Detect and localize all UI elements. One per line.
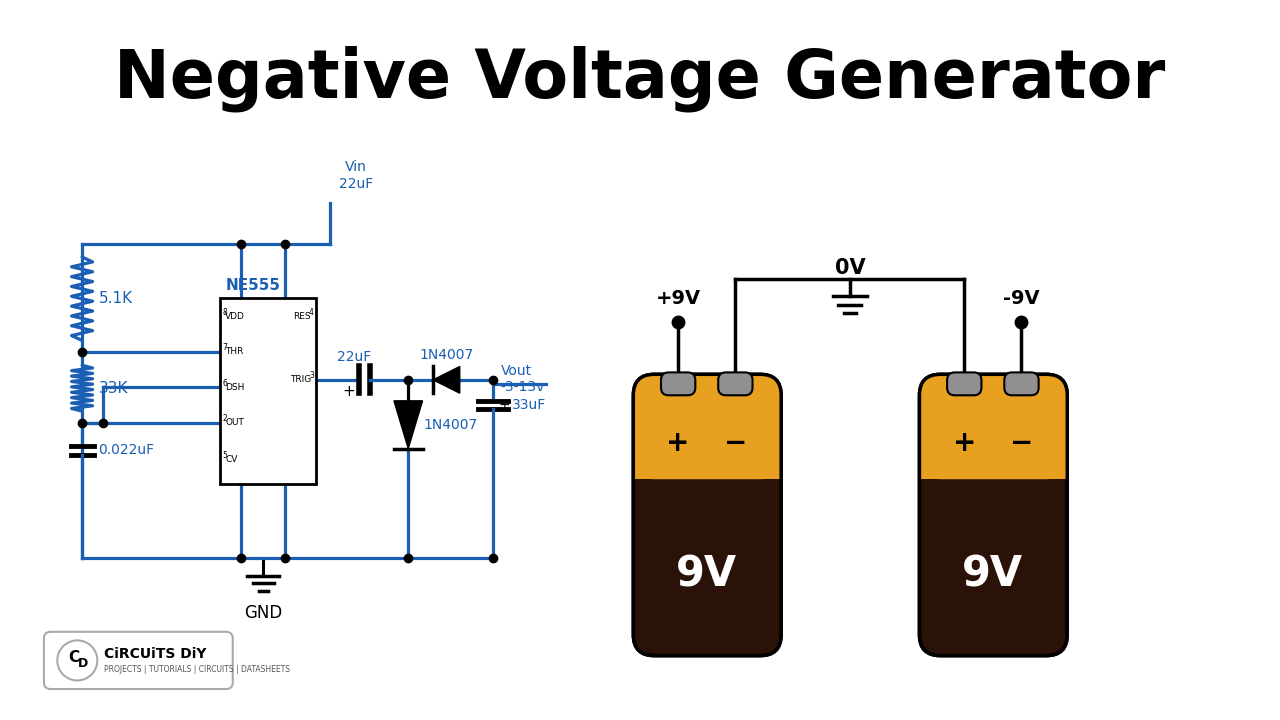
Text: −: − (1010, 429, 1033, 457)
FancyBboxPatch shape (634, 374, 781, 656)
Text: 1N4007: 1N4007 (420, 348, 474, 362)
FancyBboxPatch shape (1005, 372, 1038, 395)
Bar (919, 427, 1068, 480)
Text: -9V: -9V (1004, 289, 1039, 307)
Text: 3: 3 (308, 372, 314, 380)
Text: TRIG: TRIG (289, 375, 311, 384)
Text: 9V: 9V (963, 554, 1024, 595)
Text: 22uF: 22uF (339, 177, 372, 192)
Circle shape (58, 640, 97, 680)
Text: 9V: 9V (676, 554, 737, 595)
Text: 4: 4 (308, 308, 314, 317)
FancyBboxPatch shape (660, 372, 695, 395)
FancyBboxPatch shape (947, 372, 982, 395)
Text: 7: 7 (223, 343, 227, 352)
Text: +: + (343, 384, 356, 399)
Bar (220, 298, 316, 484)
Text: 0V: 0V (835, 258, 865, 278)
Text: RES: RES (293, 312, 311, 321)
Text: D: D (78, 657, 88, 670)
Text: 5: 5 (223, 451, 227, 460)
Text: PROJECTS | TUTORIALS | CIRCUITS | DATASHEETS: PROJECTS | TUTORIALS | CIRCUITS | DATASH… (104, 665, 291, 673)
Text: -3-13v: -3-13v (500, 380, 545, 395)
Text: Negative Voltage Generator: Negative Voltage Generator (114, 45, 1166, 112)
Text: 8: 8 (223, 308, 227, 317)
FancyBboxPatch shape (44, 632, 233, 689)
Text: Vin: Vin (344, 160, 367, 174)
Text: DSH: DSH (225, 383, 244, 392)
Text: 33K: 33K (100, 381, 129, 396)
FancyBboxPatch shape (634, 374, 781, 480)
Text: 2: 2 (223, 414, 227, 423)
Text: Vout: Vout (500, 364, 532, 378)
Text: −: − (723, 429, 748, 457)
Text: CV: CV (225, 455, 238, 464)
Text: C: C (68, 650, 79, 665)
Text: NE555: NE555 (225, 279, 280, 293)
FancyBboxPatch shape (919, 374, 1068, 656)
FancyBboxPatch shape (919, 374, 1068, 480)
Text: OUT: OUT (225, 418, 244, 427)
Text: 6: 6 (223, 379, 227, 387)
Text: 0.022uF: 0.022uF (99, 444, 155, 457)
Text: GND: GND (244, 604, 283, 622)
Polygon shape (394, 401, 422, 449)
Text: 1N4007: 1N4007 (424, 418, 477, 432)
Bar (634, 427, 781, 480)
Polygon shape (433, 366, 460, 393)
Text: 5.1K: 5.1K (100, 292, 133, 306)
Text: +: + (952, 429, 975, 457)
Text: 22uF: 22uF (337, 350, 371, 364)
Text: +: + (667, 429, 690, 457)
FancyBboxPatch shape (718, 372, 753, 395)
Text: CiRCUiTS DiY: CiRCUiTS DiY (104, 647, 206, 661)
Text: VDD: VDD (225, 312, 244, 321)
Text: 33uF: 33uF (512, 397, 547, 412)
Text: +9V: +9V (655, 289, 700, 307)
Text: +: + (499, 397, 511, 412)
Text: THR: THR (225, 348, 243, 356)
